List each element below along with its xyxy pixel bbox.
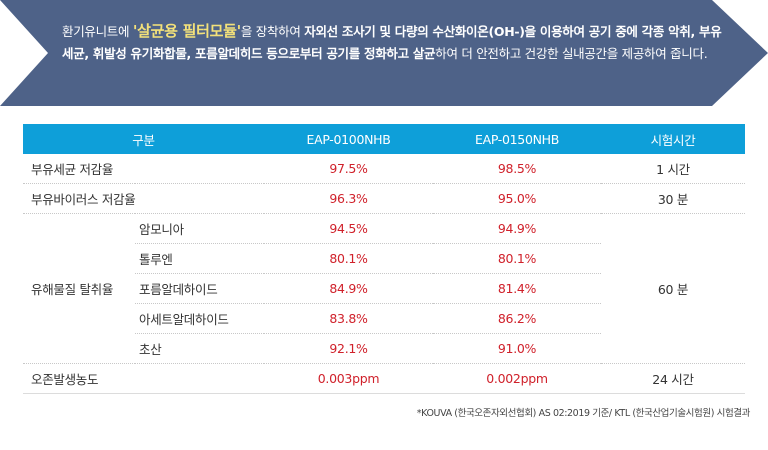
- intro-banner: 환기유니트에 '살균용 필터모듈'을 장착하여 자외선 조사기 및 다량의 수산…: [0, 0, 768, 106]
- banner-highlight: '살균용 필터모듈': [132, 22, 241, 40]
- value-0100: 96.3%: [264, 183, 433, 214]
- header-model-0100: EAP-0100NHB: [264, 124, 433, 154]
- value-0100: 0.003ppm: [264, 363, 433, 394]
- header-category: 구분: [23, 124, 264, 154]
- value-0150: 98.5%: [433, 154, 601, 184]
- header-model-0150: EAP-0150NHB: [433, 124, 601, 154]
- table-row: 오존발생농도 0.003ppm 0.002ppm 24 시간: [23, 363, 745, 394]
- table-row: 유해물질 탈취율 암모니아 94.5% 94.9% 60 분: [23, 213, 745, 364]
- table-row: 초산 92.1% 91.0%: [23, 333, 745, 364]
- header-test-time: 시험시간: [601, 124, 745, 154]
- test-time-voc: 60 분: [601, 213, 745, 364]
- value-0100: 94.5%: [264, 213, 433, 244]
- table-row: 포름알데하이드 84.9% 81.4%: [23, 273, 745, 304]
- value-0100: 97.5%: [264, 154, 433, 184]
- arrow-banner-shape: [0, 0, 768, 106]
- test-time: 24 시간: [601, 363, 745, 394]
- banner-text-part2: 을 장착하여: [240, 24, 305, 39]
- row-label: 부유세균 저감율: [23, 154, 264, 184]
- value-0100: 83.8%: [264, 303, 433, 334]
- table-header-row: 구분 EAP-0100NHB EAP-0150NHB 시험시간: [23, 124, 745, 154]
- value-0150: 80.1%: [433, 243, 601, 274]
- value-0150: 86.2%: [433, 303, 601, 334]
- table-row: 톨루엔 80.1% 80.1%: [23, 243, 745, 274]
- banner-bold-text: 자외선 조사기 및 다량의 수산화이온(OH-)을 이용하여 공기 중에 각종 …: [62, 24, 722, 61]
- value-0150: 0.002ppm: [433, 363, 601, 394]
- banner-text-part3: 하여 더 안전하고 건강한 실내공간을 제공하여 줍니다.: [435, 46, 708, 61]
- banner-description: 환기유니트에 '살균용 필터모듈'을 장착하여 자외선 조사기 및 다량의 수산…: [62, 20, 722, 65]
- test-time: 30 분: [601, 183, 745, 214]
- test-time: 1 시간: [601, 154, 745, 184]
- table-row: 부유바이러스 저감율 96.3% 95.0% 30 분: [23, 183, 745, 214]
- value-0100: 92.1%: [264, 333, 433, 364]
- sub-label: 톨루엔: [135, 243, 264, 274]
- value-0150: 94.9%: [433, 213, 601, 244]
- table-row: 아세트알데하이드 83.8% 86.2%: [23, 303, 745, 334]
- row-label: 오존발생농도: [23, 363, 264, 394]
- banner-text-part1: 환기유니트에: [62, 24, 133, 39]
- value-0150: 81.4%: [433, 273, 601, 304]
- sub-label: 암모니아: [135, 213, 264, 244]
- value-0100: 84.9%: [264, 273, 433, 304]
- performance-table: 구분 EAP-0100NHB EAP-0150NHB 시험시간 부유세균 저감율…: [23, 124, 745, 394]
- value-0150: 95.0%: [433, 183, 601, 214]
- sub-label: 초산: [135, 333, 264, 364]
- value-0150: 91.0%: [433, 333, 601, 364]
- row-label: 부유바이러스 저감율: [23, 183, 264, 214]
- row-label-voc: 유해물질 탈취율: [23, 213, 135, 364]
- sub-label: 아세트알데하이드: [135, 303, 264, 334]
- table-row: 부유세균 저감율 97.5% 98.5% 1 시간: [23, 154, 745, 184]
- sub-label: 포름알데하이드: [135, 273, 264, 304]
- value-0100: 80.1%: [264, 243, 433, 274]
- test-source-footnote: *KOUVA (한국오존자외선협회) AS 02:2019 기준/ KTL (한…: [416, 408, 751, 419]
